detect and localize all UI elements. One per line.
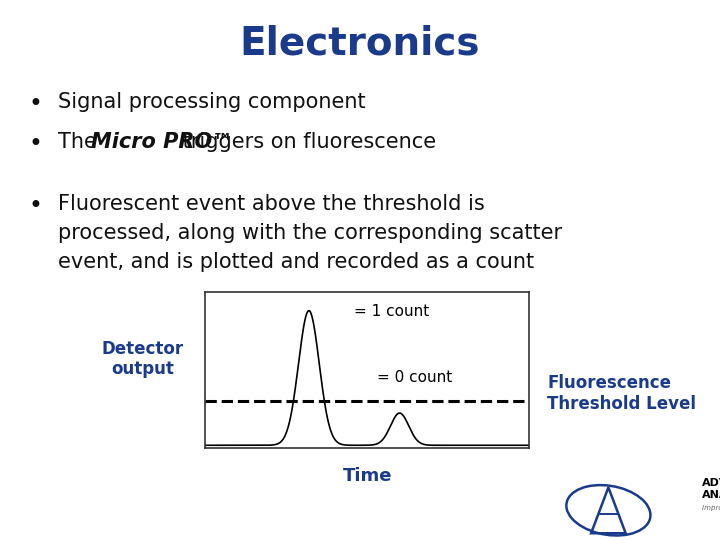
Text: Fluorescence
Threshold Level: Fluorescence Threshold Level xyxy=(547,374,696,413)
Text: •: • xyxy=(29,92,42,116)
Text: Signal processing component: Signal processing component xyxy=(58,92,365,112)
Text: Detector
output: Detector output xyxy=(102,340,184,379)
Text: triggers on fluorescence: triggers on fluorescence xyxy=(176,132,436,152)
Text: = 0 count: = 0 count xyxy=(377,370,452,385)
Text: Electronics: Electronics xyxy=(240,24,480,62)
Text: •: • xyxy=(29,132,42,156)
Text: = 1 count: = 1 count xyxy=(354,304,430,319)
Text: Improving Process · Empowering Progress: Improving Process · Empowering Progress xyxy=(702,505,720,511)
Text: ADVANCED
ANALYTICAL: ADVANCED ANALYTICAL xyxy=(702,478,720,500)
Text: Time: Time xyxy=(343,467,392,485)
Text: •: • xyxy=(29,194,42,218)
Text: Micro PRO™: Micro PRO™ xyxy=(91,132,233,152)
Text: The: The xyxy=(58,132,103,152)
Text: Fluorescent event above the threshold is
processed, along with the corresponding: Fluorescent event above the threshold is… xyxy=(58,194,562,272)
